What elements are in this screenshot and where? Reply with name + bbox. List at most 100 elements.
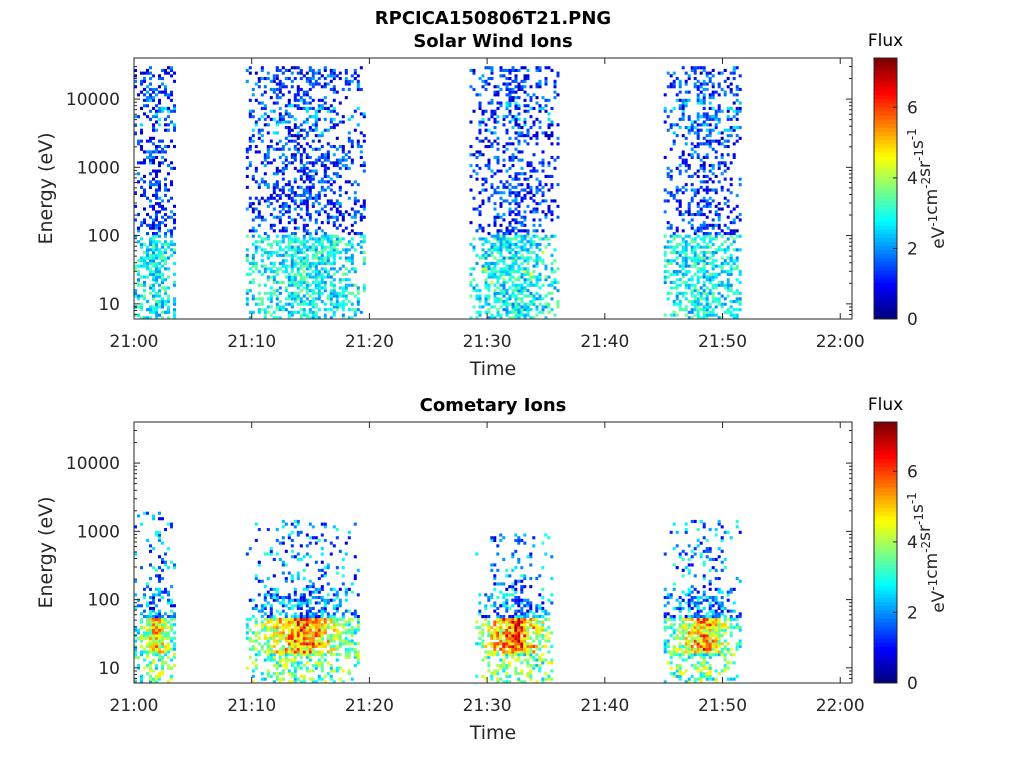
flux-cell <box>547 305 551 309</box>
flux-cell <box>693 85 697 89</box>
flux-cell <box>696 226 700 230</box>
flux-cell <box>347 530 351 534</box>
flux-cell <box>547 291 551 295</box>
flux-cell <box>696 145 700 149</box>
flux-cell <box>245 623 249 627</box>
flux-cell <box>356 302 360 306</box>
flux-cell <box>308 677 312 681</box>
flux-cell <box>302 275 306 279</box>
flux-cell <box>167 229 170 233</box>
flux-cell <box>302 644 306 648</box>
flux-cell <box>329 145 333 149</box>
flux-cell <box>672 123 676 127</box>
flux-cell <box>353 77 357 81</box>
flux-cell <box>143 98 146 102</box>
flux-cell <box>511 210 515 214</box>
flux-cell <box>158 625 161 629</box>
flux-cell <box>526 294 530 298</box>
flux-cell <box>541 261 545 265</box>
flux-cell <box>245 302 249 306</box>
flux-cell <box>532 120 536 124</box>
colorbar-step <box>874 265 897 271</box>
flux-cell <box>332 85 336 89</box>
flux-cell <box>275 251 279 255</box>
flux-cell <box>272 109 276 113</box>
flux-cell <box>681 66 685 70</box>
flux-cell <box>514 104 518 108</box>
flux-cell <box>314 237 318 241</box>
flux-cell <box>711 147 715 151</box>
flux-cell <box>293 261 297 265</box>
flux-cell <box>254 267 258 271</box>
flux-cell <box>520 166 524 170</box>
flux-cell <box>164 251 167 255</box>
flux-cell <box>341 566 345 570</box>
flux-cell <box>308 294 312 298</box>
flux-cell <box>293 218 297 222</box>
flux-cell <box>669 147 673 151</box>
flux-cell <box>320 234 324 238</box>
flux-cell <box>161 577 164 581</box>
flux-cell <box>269 650 273 654</box>
flux-cell <box>323 68 327 72</box>
flux-cell <box>475 253 479 257</box>
flux-cell <box>335 248 339 252</box>
flux-cell <box>155 636 158 640</box>
flux-cell <box>254 664 258 668</box>
flux-cell <box>326 259 330 263</box>
flux-cell <box>347 196 351 200</box>
flux-cell <box>514 191 518 195</box>
flux-cell <box>167 256 170 260</box>
flux-cell <box>278 634 282 638</box>
flux-cell <box>487 199 491 203</box>
flux-cell <box>508 223 512 227</box>
flux-cell <box>708 210 712 214</box>
flux-cell <box>514 270 518 274</box>
flux-cell <box>678 213 682 217</box>
flux-cell <box>344 210 348 214</box>
flux-cell <box>299 655 303 659</box>
flux-cell <box>663 251 667 255</box>
flux-cell <box>161 77 164 81</box>
flux-cell <box>362 112 366 116</box>
flux-cell <box>502 280 506 284</box>
flux-cell <box>347 117 351 121</box>
flux-cell <box>484 294 488 298</box>
flux-cell <box>263 90 267 94</box>
flux-cell <box>520 310 524 314</box>
flux-cell <box>308 161 312 165</box>
flux-cell <box>254 302 258 306</box>
flux-cell <box>314 302 318 306</box>
flux-cell <box>705 188 709 192</box>
flux-cell <box>550 185 554 189</box>
flux-cell <box>305 642 309 646</box>
flux-cell <box>257 245 261 249</box>
flux-cell <box>161 650 164 654</box>
flux-cell <box>269 286 273 290</box>
flux-cell <box>284 229 288 233</box>
flux-cell <box>320 98 324 102</box>
flux-cell <box>317 77 321 81</box>
flux-cell <box>732 291 736 295</box>
flux-cell <box>323 164 327 168</box>
flux-cell <box>681 240 685 244</box>
flux-cell <box>305 106 309 110</box>
flux-cell <box>493 223 497 227</box>
flux-cell <box>158 677 161 681</box>
flux-cell <box>690 142 694 146</box>
flux-cell <box>155 653 158 657</box>
flux-cell <box>508 112 512 116</box>
flux-cell <box>499 251 503 255</box>
flux-cell <box>320 636 324 640</box>
flux-cell <box>143 283 146 287</box>
flux-cell <box>550 155 554 159</box>
flux-cell <box>717 109 721 113</box>
flux-cell <box>149 661 152 665</box>
flux-cell <box>711 278 715 282</box>
flux-cell <box>299 598 303 602</box>
flux-cell <box>338 305 342 309</box>
flux-cell <box>729 126 733 130</box>
flux-cell <box>308 232 312 236</box>
flux-cell <box>517 240 521 244</box>
flux-cell <box>314 79 318 83</box>
